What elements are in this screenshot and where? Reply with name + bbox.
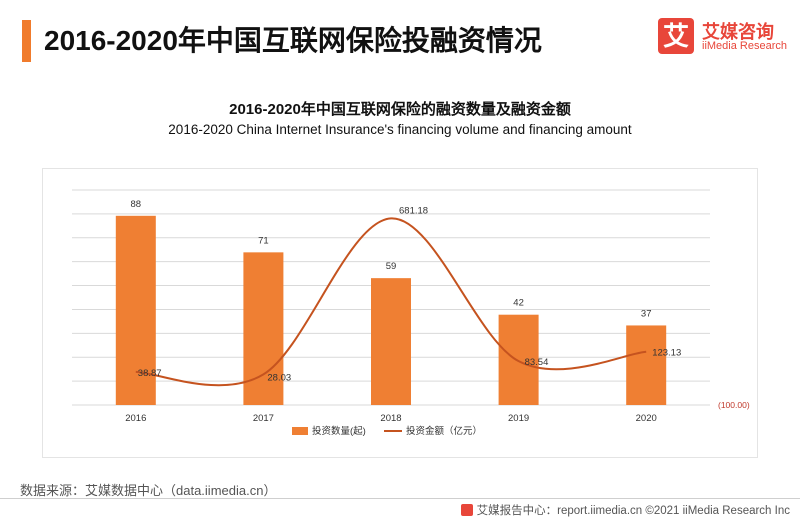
line-value-label: 38.87 xyxy=(138,368,162,379)
line-value-label: 28.03 xyxy=(267,372,291,383)
bar-2020 xyxy=(626,325,667,405)
page-title: 2016-2020年中国互联网保险投融资情况 xyxy=(44,25,542,56)
bar-2018 xyxy=(371,278,411,405)
legend-label-line: 投资金额（亿元） xyxy=(406,425,482,437)
line-series-investment-amount xyxy=(135,217,647,387)
bar-value-label: 37 xyxy=(641,308,652,319)
line-value-label: 123.13 xyxy=(652,348,681,359)
footer: 艾媒报告中心：report.iimedia.cn ©2021 iiMedia R… xyxy=(460,502,790,518)
bar-value-label: 71 xyxy=(258,235,269,246)
footer-text: 艾媒报告中心：report.iimedia.cn ©2021 iiMedia R… xyxy=(476,505,790,517)
line-value-label: 681.18 xyxy=(399,205,428,216)
line-value-label: 83.54 xyxy=(525,357,549,368)
x-tick-label: 2017 xyxy=(253,413,274,424)
footer-divider xyxy=(0,498,800,499)
logo-name-cn: 艾媒咨询 xyxy=(702,22,774,42)
bar-2019 xyxy=(498,314,539,405)
bar-value-label: 88 xyxy=(131,199,142,210)
chart-title: 2016-2020年中国互联网保险的融资数量及融资金额 xyxy=(229,101,571,118)
bar-value-label: 42 xyxy=(513,298,524,309)
logo-mark: 艾 xyxy=(658,18,694,54)
x-tick-label: 2019 xyxy=(508,413,529,424)
bar-value-label: 59 xyxy=(386,261,397,272)
right-axis-tick-label: (100.00) xyxy=(718,400,750,410)
title-accent-bar xyxy=(22,20,31,62)
plot-frame xyxy=(42,168,758,458)
legend-label-bar: 投资数量(起) xyxy=(312,425,366,437)
data-source: 数据来源：艾媒数据中心（data.iimedia.cn） xyxy=(20,483,277,498)
logo-name-en: iiMedia Research xyxy=(702,40,787,52)
x-tick-label: 2016 xyxy=(125,413,146,424)
report-icon xyxy=(460,504,473,516)
chart-subtitle: 2016-2020 China Internet Insurance's fin… xyxy=(168,122,632,137)
x-tick-label: 2018 xyxy=(380,413,401,424)
brand-logo: 艾 艾媒咨询 iiMedia Research xyxy=(658,18,788,60)
x-tick-label: 2020 xyxy=(636,413,657,424)
legend-swatch-bar xyxy=(292,427,308,435)
